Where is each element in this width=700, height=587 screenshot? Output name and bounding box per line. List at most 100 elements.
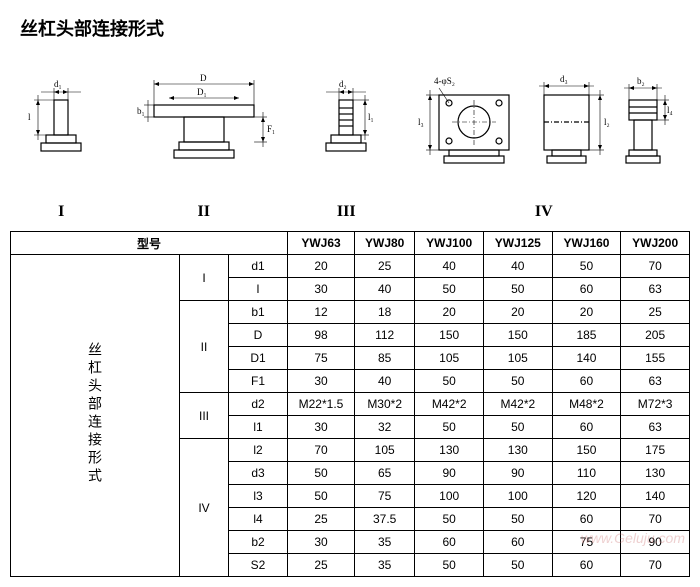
cell-value: 60 [552, 278, 621, 301]
cell-value: 40 [355, 278, 415, 301]
param-label: l3 [229, 485, 288, 508]
cell-value: 60 [552, 416, 621, 439]
label-4: IV [535, 203, 553, 221]
cell-value: 18 [355, 301, 415, 324]
dim-l2: l₂ [604, 117, 610, 127]
dim-holes: 4-φS₂ [434, 76, 455, 86]
cell-value: 40 [355, 370, 415, 393]
dim-l1: l₁ [368, 112, 374, 122]
model-col: YWJ63 [288, 232, 355, 255]
model-col: YWJ80 [355, 232, 415, 255]
group-label: II [180, 301, 229, 393]
param-label: l2 [229, 439, 288, 462]
param-label: l [229, 278, 288, 301]
cell-value: 25 [288, 508, 355, 531]
page-title: 丝杠头部连接形式 [20, 15, 690, 41]
cell-value: M42*2 [415, 393, 484, 416]
cell-value: 50 [415, 508, 484, 531]
cell-value: 140 [552, 347, 621, 370]
diagram-2: D D₁ b₁ F₁ II [129, 70, 279, 221]
cell-value: 50 [415, 416, 484, 439]
cell-value: 85 [355, 347, 415, 370]
dim-d3: d₃ [560, 74, 568, 84]
model-col: YWJ125 [483, 232, 552, 255]
dim-F1: F₁ [267, 124, 275, 134]
cell-value: 30 [288, 416, 355, 439]
cell-value: 100 [415, 485, 484, 508]
cell-value: 40 [415, 255, 484, 278]
param-label: D1 [229, 347, 288, 370]
cell-value: 50 [415, 278, 484, 301]
cell-value: 35 [355, 554, 415, 577]
cell-value: 150 [483, 324, 552, 347]
group-label: III [180, 393, 229, 439]
cell-value: 63 [621, 416, 690, 439]
label-3: III [337, 203, 356, 221]
cell-value: 70 [621, 255, 690, 278]
cell-value: 50 [288, 462, 355, 485]
watermark: www.Geluju.com [581, 530, 685, 546]
cell-value: 20 [288, 255, 355, 278]
cell-value: 98 [288, 324, 355, 347]
diagram-1: d₁ l I [26, 70, 96, 221]
header-model: 型号 [11, 232, 288, 255]
cell-value: 50 [483, 370, 552, 393]
cell-value: 70 [621, 508, 690, 531]
dim-d2: d₂ [339, 79, 347, 89]
cell-value: 50 [483, 278, 552, 301]
cell-value: 130 [621, 462, 690, 485]
cell-value: 60 [415, 531, 484, 554]
cell-value: M42*2 [483, 393, 552, 416]
param-label: l4 [229, 508, 288, 531]
dim-l: l [28, 112, 31, 122]
cell-value: 75 [355, 485, 415, 508]
cell-value: 70 [621, 554, 690, 577]
cell-value: 105 [355, 439, 415, 462]
cell-value: 120 [552, 485, 621, 508]
cell-value: 35 [355, 531, 415, 554]
cell-value: 70 [288, 439, 355, 462]
cell-value: 112 [355, 324, 415, 347]
group-label: I [180, 255, 229, 301]
cell-value: 110 [552, 462, 621, 485]
cell-value: 50 [483, 416, 552, 439]
cell-value: 20 [483, 301, 552, 324]
dim-D1: D₁ [197, 87, 207, 97]
label-2: II [198, 203, 210, 221]
cell-value: M48*2 [552, 393, 621, 416]
cell-value: 65 [355, 462, 415, 485]
cell-value: M30*2 [355, 393, 415, 416]
spec-table: 型号 YWJ63 YWJ80 YWJ100 YWJ125 YWJ160 YWJ2… [10, 231, 690, 577]
cell-value: 175 [621, 439, 690, 462]
diagram-4: 4-φS₂ l₃ d₃ l₂ [414, 70, 674, 221]
dim-d1: d₁ [54, 79, 62, 89]
cell-value: 63 [621, 370, 690, 393]
param-label: l1 [229, 416, 288, 439]
cell-value: M22*1.5 [288, 393, 355, 416]
model-col: YWJ160 [552, 232, 621, 255]
dim-l4: l₄ [667, 105, 673, 115]
cell-value: 105 [415, 347, 484, 370]
cell-value: 32 [355, 416, 415, 439]
dim-l3: l₃ [418, 117, 424, 127]
cell-value: 60 [552, 554, 621, 577]
cell-value: 20 [415, 301, 484, 324]
cell-value: 75 [288, 347, 355, 370]
param-label: d1 [229, 255, 288, 278]
cell-value: 25 [288, 554, 355, 577]
cell-value: 130 [415, 439, 484, 462]
param-label: S2 [229, 554, 288, 577]
cell-value: 60 [483, 531, 552, 554]
group-label: IV [180, 439, 229, 577]
label-1: I [58, 203, 64, 221]
cell-value: 20 [552, 301, 621, 324]
cell-value: M72*3 [621, 393, 690, 416]
cell-value: 25 [621, 301, 690, 324]
side-label: 丝杠头部连接形式 [85, 342, 105, 486]
cell-value: 205 [621, 324, 690, 347]
cell-value: 50 [415, 554, 484, 577]
cell-value: 50 [415, 370, 484, 393]
cell-value: 37.5 [355, 508, 415, 531]
cell-value: 50 [552, 255, 621, 278]
param-label: D [229, 324, 288, 347]
